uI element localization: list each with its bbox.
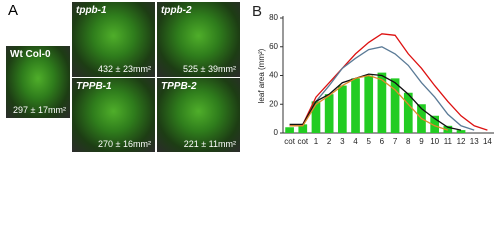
photo-title: TPPB-1 — [76, 81, 112, 92]
x-tick-label: 9 — [419, 137, 424, 146]
x-tick-label: 6 — [380, 137, 385, 146]
y-axis-label: leaf area (mm²) — [257, 48, 266, 103]
bar — [337, 85, 347, 133]
photo: tppb-1 432 ± 23mm² — [72, 2, 155, 77]
photo: tppb-2 525 ± 39mm² — [157, 2, 240, 77]
panel-label: A — [8, 2, 19, 19]
x-tick-label: 7 — [393, 137, 398, 146]
photo-title: tppb-2 — [161, 5, 192, 16]
y-tick-label: 60 — [269, 42, 278, 51]
photo-area: 525 ± 39mm² — [183, 64, 236, 74]
photo-area: 297 ± 17mm² — [13, 105, 66, 115]
bar — [430, 115, 440, 133]
photo-area: 270 ± 16mm² — [98, 139, 151, 149]
x-tick-label: cot — [297, 137, 308, 146]
line — [289, 74, 449, 131]
bar — [377, 72, 387, 133]
bar — [285, 127, 294, 133]
y-tick-label: 0 — [274, 128, 279, 137]
x-tick-label: 5 — [366, 137, 371, 146]
x-tick-label: 2 — [327, 137, 332, 146]
x-tick-label: 1 — [314, 137, 319, 146]
line — [289, 33, 488, 131]
y-tick-label: 80 — [269, 13, 278, 22]
y-tick-label: 20 — [269, 99, 278, 108]
photo: TPPB-1 270 ± 16mm² — [72, 78, 155, 152]
panel-label: B — [252, 3, 262, 20]
bar — [443, 125, 453, 133]
bar — [456, 130, 466, 133]
x-tick-label: 4 — [353, 137, 358, 146]
x-tick-label: 13 — [470, 137, 479, 146]
x-tick-label: 8 — [406, 137, 411, 146]
x-tick-label: cot — [284, 137, 295, 146]
line — [289, 73, 462, 131]
figure: A Wt Col-0 297 ± 17mm² tppb-1 432 ± 23mm… — [6, 2, 494, 152]
photo-title: Wt Col-0 — [10, 49, 51, 60]
bar — [403, 92, 413, 133]
photo: TPPB-2 221 ± 11mm² — [157, 78, 240, 152]
bar — [364, 75, 374, 133]
x-tick-label: 12 — [457, 137, 466, 146]
x-tick-label: 11 — [444, 137, 453, 146]
bar — [298, 124, 308, 133]
bar — [351, 78, 360, 133]
x-tick-label: 14 — [483, 137, 492, 146]
bar — [390, 78, 400, 133]
photo-area: 432 ± 23mm² — [98, 64, 151, 74]
bar — [324, 94, 334, 133]
bar — [311, 101, 321, 133]
y-tick-label: 40 — [269, 71, 278, 80]
photo-area: 221 ± 11mm² — [183, 139, 236, 149]
photo-title: TPPB-2 — [161, 81, 197, 92]
line — [289, 46, 475, 131]
x-tick-label: 3 — [340, 137, 345, 146]
photo: Wt Col-0 297 ± 17mm² — [6, 46, 70, 118]
photo-title: tppb-1 — [76, 5, 107, 16]
x-tick-label: 10 — [430, 137, 439, 146]
